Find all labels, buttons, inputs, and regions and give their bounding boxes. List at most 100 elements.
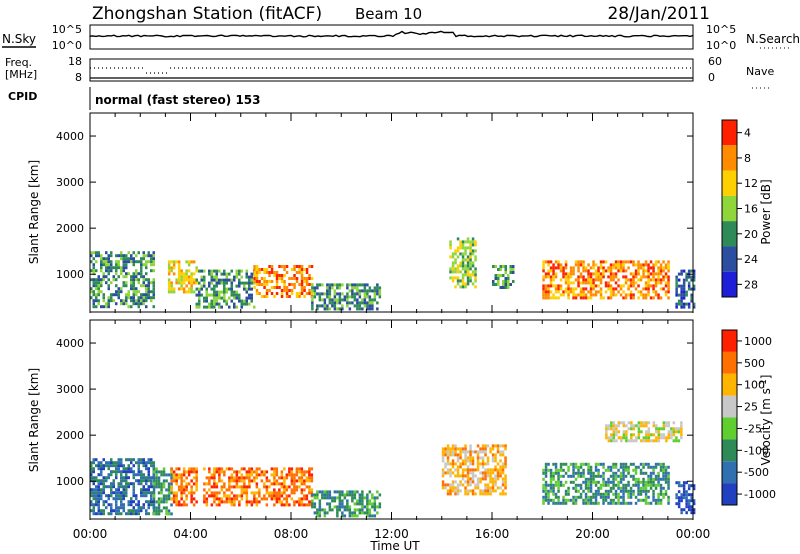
- power-echo-cell: [300, 289, 304, 292]
- velocity-colorbar-label: -25: [744, 422, 762, 435]
- velocity-echo-cell: [112, 464, 115, 468]
- velocity-echo-cell: [175, 467, 178, 471]
- power-echo-cell: [627, 278, 630, 282]
- velocity-echo-cell: [617, 468, 620, 472]
- power-echo-cell: [469, 246, 472, 250]
- velocity-echo-cell: [283, 479, 286, 483]
- velocity-echo-cell: [185, 470, 188, 474]
- power-echo-cell: [205, 293, 208, 297]
- power-echo-cell: [619, 260, 623, 264]
- velocity-echo-cell: [273, 470, 276, 474]
- velocity-echo-cell: [275, 482, 279, 486]
- velocity-echo-cell: [589, 501, 593, 505]
- velocity-echo-cell: [562, 495, 565, 499]
- velocity-echo-cell: [155, 476, 158, 480]
- power-echo-cell: [557, 266, 560, 270]
- velocity-echo-cell: [634, 495, 638, 499]
- velocity-echo-cell: [549, 480, 553, 484]
- power-echo-cell: [132, 251, 135, 255]
- power-echo-cell: [579, 275, 583, 279]
- velocity-echo-cell: [629, 474, 633, 478]
- power-echo-cell: [182, 278, 186, 282]
- velocity-echo-cell: [449, 453, 452, 457]
- power-echo-cell: [642, 275, 645, 279]
- power-echo-cell: [238, 293, 241, 297]
- velocity-echo-cell: [162, 470, 166, 474]
- power-echo-cell: [280, 277, 284, 280]
- velocity-echo-cell: [637, 489, 640, 493]
- power-echo-cell: [115, 254, 118, 258]
- velocity-echo-cell: [687, 484, 691, 488]
- power-echo-cell: [92, 305, 95, 309]
- velocity-echo-cell: [305, 476, 309, 480]
- velocity-echo-cell: [235, 494, 239, 498]
- power-echo-cell: [371, 289, 374, 293]
- velocity-echo-cell: [140, 461, 143, 465]
- velocity-echo-cell: [667, 465, 670, 469]
- power-echo-cell: [469, 255, 472, 259]
- velocity-echo-cell: [233, 500, 236, 504]
- velocity-echo-cell: [549, 486, 553, 490]
- power-echo-cell: [192, 272, 196, 276]
- velocity-ytick-label: 1000: [56, 475, 84, 488]
- velocity-echo-cell: [263, 482, 266, 486]
- power-echo-cell: [120, 299, 123, 303]
- power-echo-cell: [263, 268, 266, 271]
- velocity-echo-cell: [258, 488, 261, 492]
- power-echo-cell: [592, 293, 595, 297]
- velocity-echo-cell: [218, 503, 221, 507]
- power-echo-cell: [122, 281, 125, 285]
- power-echo-cell: [102, 299, 105, 303]
- velocity-echo-cell: [137, 506, 140, 510]
- power-echo-cell: [652, 272, 655, 276]
- velocity-echo-cell: [223, 491, 226, 495]
- velocity-echo-cell: [554, 471, 558, 475]
- velocity-echo-cell: [612, 462, 615, 466]
- velocity-echo-cell: [316, 493, 319, 497]
- velocity-echo-cell: [629, 495, 633, 499]
- velocity-echo-cell: [245, 473, 249, 477]
- velocity-echo-cell: [122, 509, 125, 513]
- velocity-echo-cell: [280, 485, 284, 489]
- power-echo-cell: [316, 304, 319, 308]
- velocity-echo-cell: [162, 479, 166, 483]
- velocity-echo-cell: [145, 500, 148, 504]
- power-echo-cell: [310, 265, 314, 268]
- velocity-echo-cell: [662, 421, 666, 425]
- velocity-echo-cell: [607, 477, 610, 481]
- velocity-echo-cell: [112, 509, 115, 513]
- velocity-echo-cell: [165, 479, 168, 483]
- velocity-echo-cell: [125, 479, 128, 483]
- velocity-echo-cell: [609, 474, 613, 478]
- velocity-echo-cell: [273, 494, 276, 498]
- velocity-echo-cell: [584, 483, 588, 487]
- velocity-echo-cell: [92, 509, 95, 513]
- velocity-echo-cell: [260, 470, 264, 474]
- power-echo-cell: [147, 251, 150, 255]
- power-echo-cell: [167, 284, 171, 288]
- velocity-echo-cell: [504, 456, 507, 460]
- velocity-echo-cell: [614, 471, 618, 475]
- velocity-echo-cell: [290, 470, 294, 474]
- power-echo-cell: [127, 305, 130, 309]
- velocity-echo-cell: [647, 474, 650, 478]
- velocity-echo-cell: [664, 492, 668, 496]
- velocity-echo-cell: [602, 483, 605, 487]
- power-echo-cell: [471, 282, 475, 286]
- velocity-echo-cell: [456, 474, 460, 478]
- power-echo-cell: [582, 278, 585, 282]
- power-echo-cell: [305, 280, 309, 283]
- power-echo-cell: [687, 287, 691, 291]
- power-echo-cell: [622, 260, 625, 264]
- power-echo-cell: [177, 269, 181, 273]
- velocity-echo-cell: [609, 498, 613, 502]
- velocity-echo-cell: [655, 427, 658, 431]
- power-echo-cell: [564, 275, 568, 279]
- power-echo-cell: [170, 290, 173, 294]
- velocity-echo-cell: [92, 491, 95, 495]
- velocity-echo-cell: [115, 476, 118, 480]
- velocity-echo-cell: [368, 499, 372, 503]
- velocity-echo-cell: [599, 492, 603, 496]
- power-echo-cell: [564, 272, 568, 276]
- velocity-echo-cell: [667, 477, 670, 481]
